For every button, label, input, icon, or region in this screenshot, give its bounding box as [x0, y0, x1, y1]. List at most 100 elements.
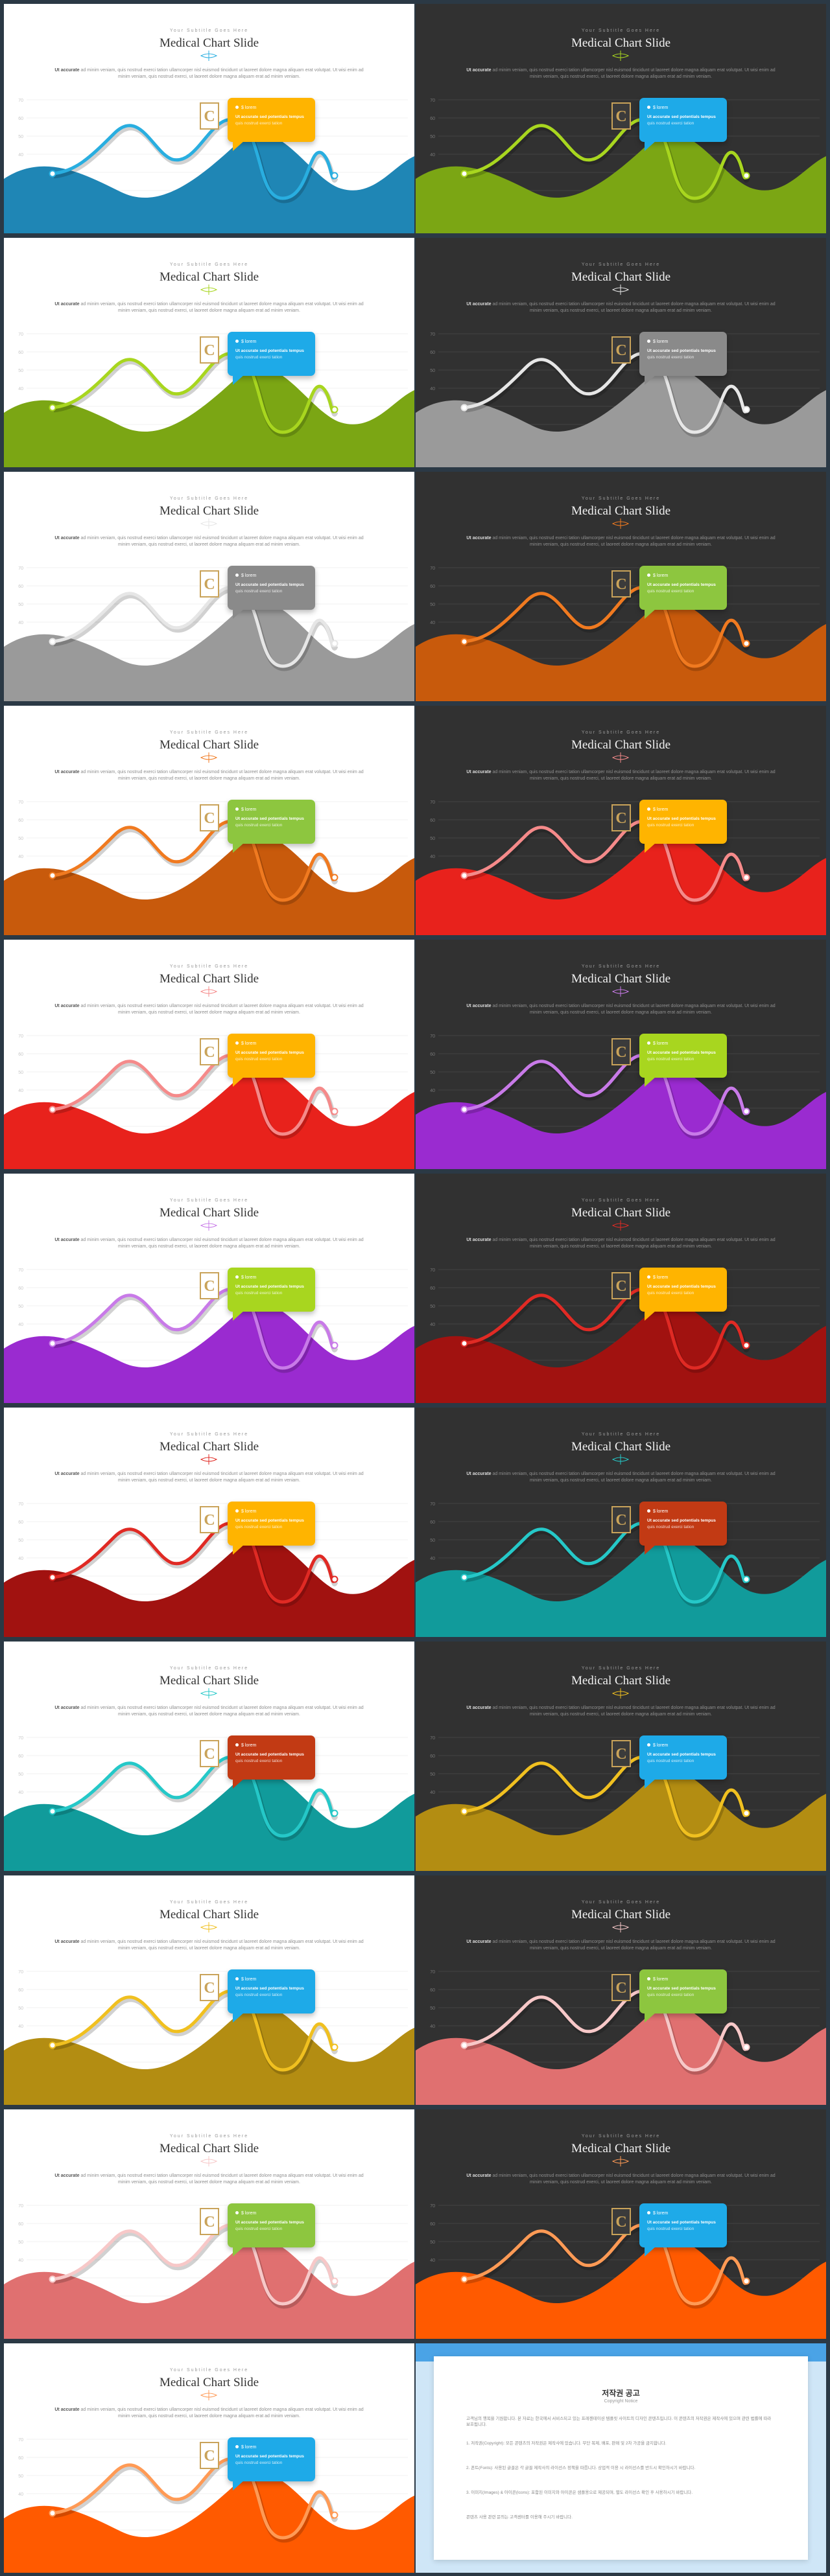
y-tick-label: 50 [18, 1772, 23, 1777]
title-ornament-icon [611, 284, 630, 295]
line-start-dot [49, 170, 56, 178]
slide-15[interactable]: Your Subtitle Goes Here Medical Chart Sl… [4, 1642, 414, 1871]
slide-10[interactable]: Your Subtitle Goes Here Medical Chart Sl… [416, 940, 826, 1169]
line-start-dot [460, 1106, 468, 1113]
slide-19[interactable]: Your Subtitle Goes Here Medical Chart Sl… [4, 2109, 414, 2339]
y-tick-label: 50 [430, 837, 435, 841]
slide-3[interactable]: Your Subtitle Goes Here Medical Chart Sl… [4, 238, 414, 467]
slide-21[interactable]: Your Subtitle Goes Here Medical Chart Sl… [4, 2343, 414, 2573]
slide-subtitle: Your Subtitle Goes Here [581, 1666, 661, 1671]
logo-badge-icon: C [611, 336, 631, 364]
slide-body-text: Ut accurate ad minim veniam, quis nostru… [461, 1939, 781, 1952]
title-ornament-icon [200, 752, 218, 763]
slide-11[interactable]: Your Subtitle Goes Here Medical Chart Sl… [4, 1174, 414, 1403]
callout-heading-text: $ lorem [241, 1041, 257, 1046]
callout-heading: $ lorem [235, 1275, 256, 1280]
y-tick-label: 70 [430, 1736, 435, 1741]
slide-17[interactable]: Your Subtitle Goes Here Medical Chart Sl… [4, 1875, 414, 2105]
callout-heading-text: $ lorem [653, 807, 669, 812]
line-start-dot [460, 170, 468, 178]
slide-subtitle: Your Subtitle Goes Here [169, 262, 249, 267]
callout-tail [645, 141, 656, 151]
chart-area: 70605040302010 [4, 284, 414, 467]
bullet-dot-icon [235, 106, 239, 109]
slide-2[interactable]: Your Subtitle Goes Here Medical Chart Sl… [416, 4, 826, 233]
callout-heading-text: $ lorem [241, 2211, 257, 2216]
slide-subtitle: Your Subtitle Goes Here [169, 2134, 249, 2139]
slide-title: Medical Chart Slide [159, 1440, 259, 1454]
slide-8[interactable]: Your Subtitle Goes Here Medical Chart Sl… [416, 706, 826, 935]
body-lead: Ut accurate [466, 1472, 492, 1476]
title-ornament-icon [200, 1220, 218, 1231]
slide-20[interactable]: Your Subtitle Goes Here Medical Chart Sl… [416, 2109, 826, 2339]
callout-heading-text: $ lorem [653, 1275, 669, 1280]
slide-14[interactable]: Your Subtitle Goes Here Medical Chart Sl… [416, 1408, 826, 1637]
callout-line-1: Ut accurate sed potentials tempus [647, 1050, 716, 1055]
slide-1[interactable]: Your Subtitle Goes Here Medical Chart Sl… [4, 4, 414, 233]
y-tick-label: 40 [18, 1557, 23, 1561]
slide-16[interactable]: Your Subtitle Goes Here Medical Chart Sl… [416, 1642, 826, 1871]
callout-heading: $ lorem [647, 1743, 668, 1748]
callout-tail [233, 375, 244, 385]
copyright-paragraph: 3. 이미지(Images) & 아이콘(Icons): 포함된 이미지와 아이… [466, 2490, 693, 2495]
slide-title: Medical Chart Slide [159, 1674, 259, 1688]
callout-line-2: quis nostrud exerci tation [235, 2461, 283, 2465]
copyright-card: 저작권 공고 Copyright Notice 고객님의 행복을 기원합니다. … [434, 2356, 808, 2560]
bullet-dot-icon [647, 340, 650, 343]
callout-heading-text: $ lorem [653, 106, 669, 110]
slide-4[interactable]: Your Subtitle Goes Here Medical Chart Sl… [416, 238, 826, 467]
y-tick-label: 70 [430, 1268, 435, 1273]
y-tick-label: 50 [430, 2240, 435, 2245]
body-lead: Ut accurate [466, 770, 492, 774]
body-copy: ad minim veniam, quis nostrud exerci tat… [80, 2408, 364, 2419]
callout-line-2: quis nostrud exerci tation [647, 1291, 694, 1295]
slide-subtitle: Your Subtitle Goes Here [169, 29, 249, 33]
body-lead: Ut accurate [466, 1004, 492, 1008]
callout-line-2: quis nostrud exerci tation [235, 589, 283, 594]
body-copy: ad minim veniam, quis nostrud exerci tat… [492, 1004, 776, 1015]
line-end-dot [331, 172, 338, 180]
y-tick-label: 60 [430, 1754, 435, 1759]
y-tick-label: 40 [430, 621, 435, 625]
callout-box: $ lorem Ut accurate sed potentials tempu… [639, 1969, 727, 2023]
slide-7[interactable]: Your Subtitle Goes Here Medical Chart Sl… [4, 706, 414, 935]
slide-12[interactable]: Your Subtitle Goes Here Medical Chart Sl… [416, 1174, 826, 1403]
slide-subtitle: Your Subtitle Goes Here [169, 964, 249, 969]
line-end-dot [742, 1809, 750, 1817]
y-tick-label: 40 [18, 1089, 23, 1093]
callout-line-2: quis nostrud exerci tation [647, 589, 694, 594]
bullet-dot-icon [647, 1041, 650, 1045]
callout-line-1: Ut accurate sed potentials tempus [235, 1752, 304, 1757]
slide-5[interactable]: Your Subtitle Goes Here Medical Chart Sl… [4, 472, 414, 701]
y-tick-label: 40 [430, 1791, 435, 1795]
y-tick-label: 40 [18, 2492, 23, 2497]
slide-6[interactable]: Your Subtitle Goes Here Medical Chart Sl… [416, 472, 826, 701]
area-fill [416, 1303, 826, 1403]
callout-line-1: Ut accurate sed potentials tempus [235, 583, 304, 587]
slide-body-text: Ut accurate ad minim veniam, quis nostru… [461, 67, 781, 80]
callout-box: $ lorem Ut accurate sed potentials tempu… [639, 1502, 727, 1555]
body-copy: ad minim veniam, quis nostrud exerci tat… [80, 536, 364, 547]
callout-heading: $ lorem [235, 807, 256, 812]
callout-tail [645, 842, 656, 853]
y-tick-label: 50 [18, 1071, 23, 1075]
slide-body-text: Ut accurate ad minim veniam, quis nostru… [49, 67, 369, 80]
slide-13[interactable]: Your Subtitle Goes Here Medical Chart Sl… [4, 1408, 414, 1637]
slide-9[interactable]: Your Subtitle Goes Here Medical Chart Sl… [4, 940, 414, 1169]
logo-badge-icon: C [611, 804, 631, 831]
copyright-slide[interactable]: 저작권 공고 Copyright Notice 고객님의 행복을 기원합니다. … [416, 2343, 826, 2573]
chart-area: 70605040302010 [4, 1220, 414, 1403]
body-copy: ad minim veniam, quis nostrud exerci tat… [80, 770, 364, 781]
y-tick-label: 60 [18, 1988, 23, 1993]
y-tick-label: 40 [18, 387, 23, 391]
callout-line-1: Ut accurate sed potentials tempus [647, 1752, 716, 1757]
slide-18[interactable]: Your Subtitle Goes Here Medical Chart Sl… [416, 1875, 826, 2105]
callout-tail [233, 1544, 244, 1555]
y-tick-label: 60 [18, 1754, 23, 1759]
y-tick-label: 70 [430, 1970, 435, 1975]
y-tick-label: 50 [430, 135, 435, 139]
line-start-dot [49, 2041, 56, 2049]
slide-body-text: Ut accurate ad minim veniam, quis nostru… [49, 1939, 369, 1952]
line-start-dot [460, 404, 468, 412]
bullet-dot-icon [235, 807, 239, 811]
